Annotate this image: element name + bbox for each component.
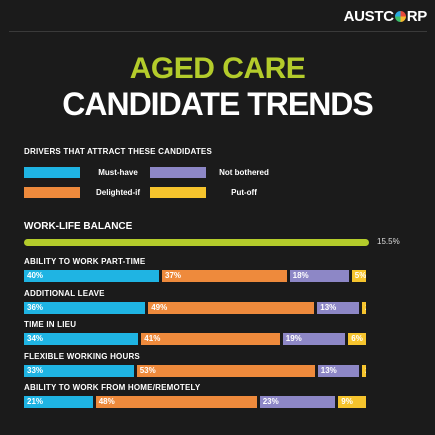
title-line-1: AGED CARE (129, 52, 306, 85)
bar-segment-put-off: 6% (348, 333, 366, 345)
legend-item-not-bothered: Not bothered (150, 167, 274, 178)
legend-title: DRIVERS THAT ATTRACT THESE CANDIDATES (24, 147, 212, 156)
legend-label: Must-have (98, 168, 138, 177)
legend-item-must-have: Must-have (24, 167, 148, 178)
bar-segment-delighted-if: 49% (148, 301, 315, 314)
bar-segment-not-bothered: 18% (289, 270, 349, 282)
bar-segment-not-bothered: 13% (317, 364, 360, 377)
bar-segment-must-have: 21% (24, 396, 93, 408)
bar-segment-put-off: 2% (362, 301, 366, 314)
row-label: ADDITIONAL LEAVE (24, 288, 105, 298)
title-line-2: CANDIDATE TRENDS (62, 86, 374, 122)
bar-segment-not-bothered: 13% (317, 301, 360, 314)
legend-swatch (150, 167, 206, 178)
bar-segment-must-have: 40% (24, 270, 159, 282)
brand-o-icon (394, 11, 406, 22)
legend-swatch (24, 167, 80, 178)
legend-swatch (150, 187, 206, 198)
bar-segment-not-bothered: 23% (259, 396, 336, 408)
bar-segment-delighted-if: 37% (162, 270, 287, 282)
bar-segment-put-off: 5% (351, 270, 366, 282)
brand-text-aust: AUSTC (343, 8, 394, 25)
bar-segment-put-off: 2% (362, 364, 366, 377)
row-label: ABILITY TO WORK FROM HOME/REMOTELY (24, 383, 201, 392)
bar-segment-must-have: 33% (24, 364, 134, 377)
legend-label: Put-off (231, 188, 257, 197)
header-divider (9, 31, 427, 32)
headline-bar (24, 239, 369, 246)
bar-segment-delighted-if: 41% (141, 333, 280, 345)
legend-label: Delighted-if (96, 188, 140, 197)
brand-text-rp: RP (406, 8, 428, 25)
bar-segment-put-off: 9% (338, 396, 366, 408)
bar-segment-must-have: 34% (24, 333, 139, 345)
bar-segment-delighted-if: 48% (95, 396, 257, 408)
headline-label: WORK-LIFE BALANCE (24, 221, 133, 232)
headline-value: 15.5% (377, 237, 400, 246)
bar-segment-not-bothered: 19% (282, 333, 346, 345)
legend-swatch (24, 187, 80, 198)
brand-logo: AUSTC RP (343, 8, 428, 25)
legend-label: Not bothered (219, 168, 269, 177)
bar-segment-delighted-if: 53% (136, 364, 315, 377)
legend-item-delighted-if: Delighted-if (24, 187, 148, 198)
row-label: ABILITY TO WORK PART-TIME (24, 257, 146, 266)
bar-segment-must-have: 36% (24, 301, 146, 314)
legend-item-put-off: Put-off (150, 187, 274, 198)
row-label: FLEXIBLE WORKING HOURS (24, 351, 140, 361)
row-label: TIME IN LIEU (24, 320, 77, 329)
